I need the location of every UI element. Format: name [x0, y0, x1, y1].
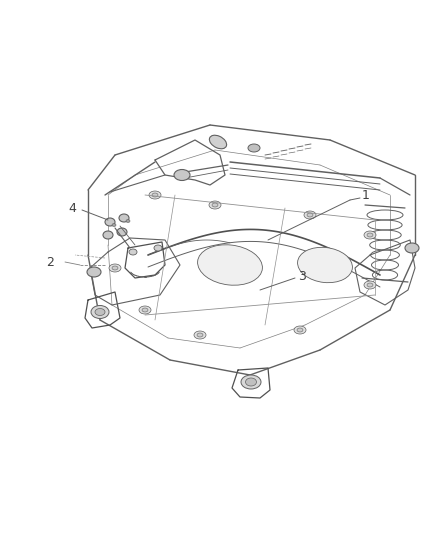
Ellipse shape [117, 228, 127, 236]
Text: 1: 1 [362, 190, 370, 203]
Ellipse shape [364, 231, 376, 239]
Ellipse shape [112, 223, 116, 227]
Ellipse shape [248, 144, 260, 152]
Ellipse shape [103, 231, 113, 239]
Ellipse shape [232, 253, 238, 257]
Text: 2: 2 [46, 255, 54, 269]
Ellipse shape [154, 245, 162, 251]
Ellipse shape [367, 283, 373, 287]
Ellipse shape [109, 264, 121, 272]
Ellipse shape [198, 245, 262, 285]
Ellipse shape [129, 249, 137, 255]
Ellipse shape [405, 243, 419, 253]
Ellipse shape [194, 331, 206, 339]
Ellipse shape [105, 218, 115, 226]
Ellipse shape [212, 203, 218, 207]
Text: 3: 3 [298, 270, 306, 282]
Ellipse shape [91, 305, 109, 319]
Ellipse shape [229, 251, 241, 259]
Ellipse shape [152, 193, 158, 197]
Ellipse shape [209, 201, 221, 209]
Text: 4: 4 [68, 201, 76, 214]
Ellipse shape [364, 281, 376, 289]
Ellipse shape [297, 328, 303, 332]
Ellipse shape [95, 309, 105, 316]
Ellipse shape [297, 247, 353, 282]
Ellipse shape [142, 308, 148, 312]
Ellipse shape [294, 326, 306, 334]
Ellipse shape [307, 213, 313, 217]
Ellipse shape [126, 220, 130, 222]
Ellipse shape [367, 233, 373, 237]
Ellipse shape [197, 333, 203, 337]
Ellipse shape [149, 191, 161, 199]
Ellipse shape [87, 267, 101, 277]
Ellipse shape [139, 306, 151, 314]
Ellipse shape [241, 375, 261, 389]
Ellipse shape [246, 378, 257, 386]
Ellipse shape [112, 266, 118, 270]
Ellipse shape [209, 135, 226, 149]
Ellipse shape [119, 214, 129, 222]
Ellipse shape [304, 211, 316, 219]
Ellipse shape [174, 169, 190, 181]
